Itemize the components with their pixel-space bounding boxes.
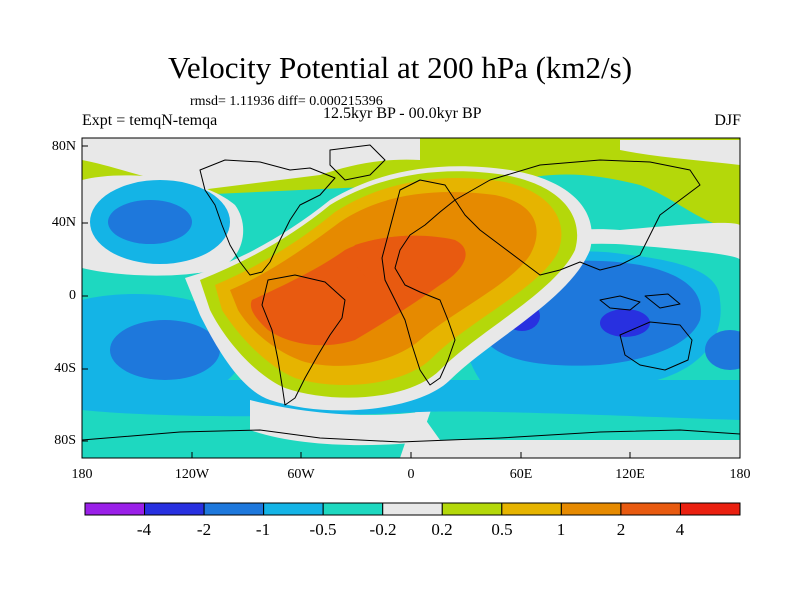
colorbar-label: -0.2	[369, 520, 397, 539]
ytick-label-40n: 40N	[51, 215, 76, 230]
field-npacific-core	[108, 200, 192, 244]
colorbar-label: 1	[556, 520, 566, 539]
coast-new-guinea	[644, 293, 681, 309]
xtick-label-120e: 120E	[615, 467, 645, 482]
colorbar-swatch	[263, 502, 324, 516]
xtick-label-0: 0	[407, 467, 415, 482]
colorbar-swatch	[679, 502, 741, 516]
coast-antarctica	[82, 429, 740, 443]
map-frame	[81, 137, 741, 459]
ytick-label-0: 0	[69, 288, 76, 303]
colorbar-swatch	[382, 502, 443, 516]
field-sw-pacific	[705, 330, 740, 370]
xtick-label-180w: 180	[71, 467, 93, 482]
colorbar	[84, 502, 741, 516]
field-antarctic-neutral	[250, 400, 440, 446]
map-field	[82, 138, 740, 458]
field-arctic-neutral	[82, 138, 420, 190]
field-siberia-neutral	[620, 140, 740, 165]
colorbar-swatch	[620, 502, 681, 516]
time-period-label: 12.5kyr BP - 00.0kyr BP	[323, 105, 482, 122]
colorbar-swatch	[322, 502, 384, 516]
colorbar-label: -4	[136, 520, 152, 539]
xtick-label-120w: 120W	[174, 467, 210, 482]
colorbar-swatch	[441, 502, 503, 516]
field-maritime-core	[600, 309, 650, 337]
coast-australia	[619, 321, 693, 371]
colorbar-label: 2	[616, 520, 626, 539]
ytick-label-40s: 40S	[54, 361, 76, 376]
colorbar-label: 0.2	[431, 520, 453, 539]
colorbar-swatch	[203, 502, 265, 516]
field-spacific-core	[110, 320, 220, 380]
coast-europe-africa	[381, 179, 456, 386]
experiment-label: Expt = temqN-temqa	[82, 112, 218, 129]
coast-south-america	[261, 274, 346, 406]
colorbar-swatch	[560, 502, 622, 516]
colorbar-swatch	[501, 502, 562, 516]
coastlines	[82, 144, 740, 443]
xtick-label-60w: 60W	[287, 467, 315, 482]
coast-borneo	[599, 295, 641, 311]
chart-title: Velocity Potential at 200 hPa (km2/s)	[167, 50, 633, 85]
ytick-label-80n: 80N	[51, 139, 76, 154]
colorbar-label: -2	[196, 520, 212, 539]
colorbar-label: -0.5	[309, 520, 337, 539]
colorbar-label: 0.5	[491, 520, 513, 539]
season-label: DJF	[714, 112, 741, 129]
ytick-label-80s: 80S	[54, 433, 76, 448]
coast-north-america	[199, 159, 336, 276]
field-atlantic-core	[351, 235, 460, 288]
coast-greenland	[329, 144, 386, 181]
colorbar-label: -1	[255, 520, 271, 539]
rmsd-diff-stats: rmsd= 1.11936 diff= 0.000215396	[190, 94, 383, 109]
xtick-label-180e: 180	[729, 467, 751, 482]
colorbar-swatch	[84, 502, 146, 516]
xtick-label-60e: 60E	[509, 467, 533, 482]
coast-asia	[454, 159, 701, 276]
colorbar-swatch	[144, 502, 205, 516]
colorbar-label: 4	[675, 520, 685, 539]
